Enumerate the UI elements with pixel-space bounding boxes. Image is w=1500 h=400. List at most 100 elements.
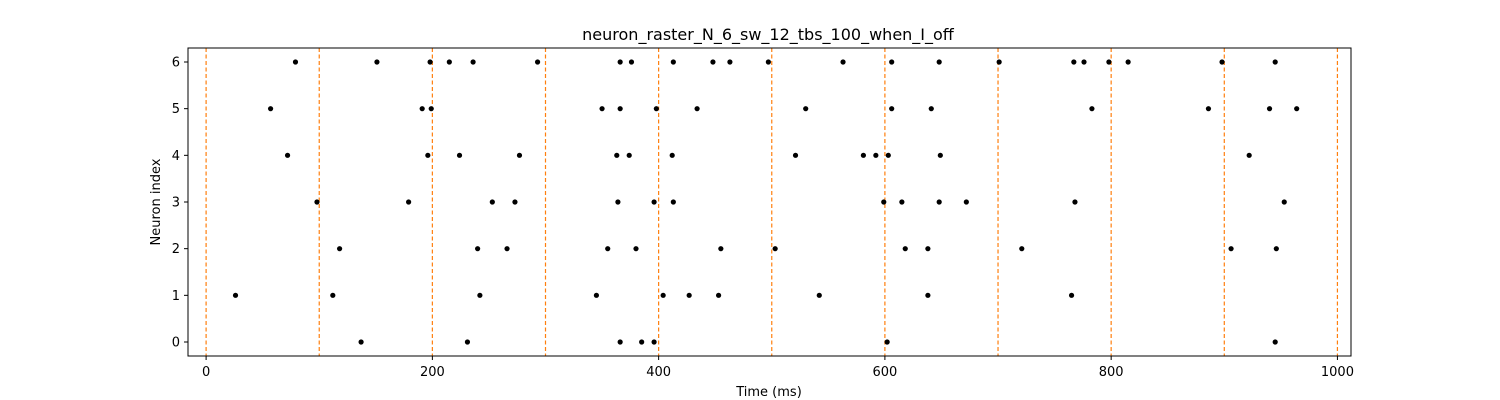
spike-point [718, 246, 724, 252]
x-tick-label: 1000 [1321, 365, 1354, 380]
spike-point [516, 152, 523, 158]
spike-point [456, 152, 463, 158]
spike-point [1019, 246, 1025, 252]
spike-point [1106, 59, 1112, 65]
spike-point [651, 199, 657, 205]
spike-point [504, 246, 510, 252]
spike-point [937, 152, 943, 158]
spike-point [374, 59, 380, 65]
spike-point [336, 246, 343, 252]
spike-point [772, 246, 778, 252]
spike-point [670, 59, 676, 65]
spike-point [1125, 59, 1131, 65]
spike-point [860, 152, 866, 158]
spike-point [614, 152, 620, 158]
spike-point [1089, 106, 1095, 112]
spike-point [292, 59, 299, 65]
spike-point [873, 152, 879, 158]
spike-point [626, 152, 632, 158]
x-tick-label: 200 [420, 365, 445, 380]
y-axis-ticks: 0 1 2 3 4 5 6 [172, 56, 188, 351]
y-tick-label: 1 [172, 289, 180, 304]
spike-point [475, 246, 481, 252]
spike-point [599, 106, 605, 112]
spike-point [816, 292, 822, 298]
y-tick-label: 5 [172, 102, 180, 117]
spike-point [428, 106, 434, 112]
spike-point [1071, 59, 1077, 65]
spike-point [1081, 59, 1087, 65]
spike-point [881, 199, 887, 205]
x-axis-ticks: 0 200 400 600 800 1000 [202, 356, 1354, 380]
spike-point [615, 199, 621, 205]
spike-point [512, 199, 518, 205]
spike-point [727, 59, 733, 65]
spike-point [639, 339, 645, 345]
spike-point [1072, 199, 1078, 205]
spike-point [1246, 152, 1252, 158]
spike-point [902, 246, 908, 252]
spike-point [803, 106, 809, 112]
spike-point [660, 292, 666, 298]
spike-point [1273, 246, 1279, 252]
spike-point [1266, 106, 1273, 112]
y-tick-label: 0 [172, 336, 180, 351]
spike-point [617, 339, 623, 345]
spike-point [936, 59, 942, 65]
spike-point [1228, 246, 1234, 252]
spike-point [419, 106, 425, 112]
spike-point [963, 199, 969, 205]
y-axis-label: Neuron index [149, 158, 164, 245]
x-tick-label: 600 [872, 365, 897, 380]
spike-point [792, 152, 799, 158]
spike-point [1068, 292, 1075, 298]
spike-point [925, 292, 931, 298]
spike-point [694, 106, 700, 112]
spike-point [715, 292, 722, 298]
spike-point [534, 59, 541, 65]
spike-point [1205, 106, 1212, 112]
spike-point [232, 292, 239, 298]
spike-point [1272, 339, 1278, 345]
x-tick-label: 400 [646, 365, 671, 380]
spike-point [653, 106, 659, 112]
y-tick-label: 6 [172, 56, 180, 71]
spike-point [617, 59, 623, 65]
spike-point [651, 339, 657, 345]
spike-point [406, 199, 412, 205]
x-axis-label: Time (ms) [735, 385, 802, 400]
spike-point [889, 59, 895, 65]
spike-point [314, 199, 320, 205]
spike-point [605, 246, 611, 252]
chart-title: neuron_raster_N_6_sw_12_tbs_100_when_I_o… [582, 25, 955, 45]
spike-point [670, 199, 676, 205]
spike-point [425, 152, 431, 158]
spike-point [710, 59, 716, 65]
spike-point [885, 152, 891, 158]
spike-point [884, 339, 890, 345]
spike-point [899, 199, 905, 205]
spike-point [477, 292, 483, 298]
spike-point [928, 106, 934, 112]
spike-points [232, 59, 1300, 345]
spike-point [427, 59, 433, 65]
spike-point [489, 199, 495, 205]
spike-point [267, 106, 274, 112]
spike-point [765, 59, 771, 65]
spike-point [936, 199, 942, 205]
separator-lines [205, 48, 1339, 356]
spike-point [669, 152, 675, 158]
spike-point [284, 152, 291, 158]
y-tick-label: 3 [172, 196, 180, 211]
spike-point [1281, 199, 1287, 205]
spike-point [686, 292, 692, 298]
spike-point [593, 292, 600, 298]
spike-point [470, 59, 476, 65]
spike-point [628, 59, 635, 65]
spike-point [996, 59, 1002, 65]
y-tick-label: 2 [172, 242, 180, 257]
spike-point [1294, 106, 1300, 112]
spike-point [925, 246, 931, 252]
